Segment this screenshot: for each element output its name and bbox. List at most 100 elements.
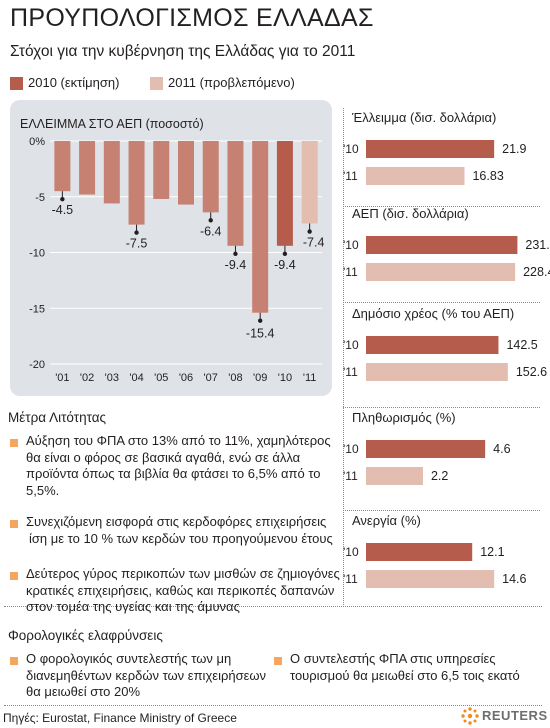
indicator-bar (366, 570, 495, 588)
x-tick-label: '01 (55, 372, 69, 384)
indicator-bar (366, 336, 499, 354)
bar (103, 141, 120, 204)
indicator-year-label: '10 (343, 442, 359, 456)
indicator-year-label: '11 (343, 469, 358, 483)
divider-vertical (343, 108, 344, 605)
austerity-heading: Μέτρα Λιτότητας (8, 410, 107, 425)
bar (153, 141, 170, 199)
value-dot (233, 251, 238, 257)
bar (301, 141, 318, 224)
deficit-chart-title: ΕΛΛΕΙΜΜΑ ΣΤΟ ΑΕΠ (ποσοστό) (20, 117, 204, 131)
indicator-value-label: 231.9 (525, 238, 550, 252)
austerity-item-3: Δεύτερος γύρος περικοπών των μισθών σε ζ… (26, 566, 340, 614)
bar (128, 141, 145, 225)
bar (54, 141, 71, 192)
indicator-year-label: '10 (343, 338, 359, 352)
tax-relief-bullet-2 (274, 657, 282, 665)
value-dot (134, 230, 139, 235)
divider-gdp (343, 302, 540, 303)
indicator-bar (366, 263, 516, 281)
x-tick-label: '08 (228, 372, 242, 384)
value-dot (60, 196, 65, 202)
tax-relief-bullet-1 (10, 657, 18, 665)
bar (227, 141, 244, 246)
legend-swatch-2011 (150, 77, 163, 90)
indicator-value-label: 14.6 (502, 572, 526, 586)
legend-swatch-2010 (10, 77, 23, 90)
y-tick-label: -15 (29, 303, 45, 315)
value-dot (208, 218, 213, 223)
indicator-bar (366, 467, 423, 485)
x-tick-label: '05 (154, 372, 168, 384)
austerity-item-2: Συνεχιζόμενη εισφορά στις κερδοφόρες επι… (26, 514, 333, 546)
indicator-bar (366, 167, 465, 185)
divider-deficit (343, 206, 540, 207)
tax-relief-item-2: Ο συντελεστής ΦΠΑ στις υπηρεσίες τουρισμ… (290, 651, 520, 683)
tax-relief-item-1: Ο φορολογικός συντελεστής των μη διανεμη… (26, 651, 267, 699)
value-dot (307, 229, 312, 234)
tax-relief-heading: Φορολογικές ελαφρύνσεις (8, 628, 163, 643)
x-tick-label: '10 (278, 372, 292, 384)
x-tick-label: '06 (179, 372, 193, 384)
austerity-item-1: Αύξηση του ΦΠΑ στο 13% από το 11%, χαμηλ… (26, 433, 331, 498)
x-tick-label: '11 (303, 372, 317, 384)
indicator-bar (366, 543, 473, 561)
deficit-chart: 0% -5 -10 -15 -20 '01 -4.5 '02 '03 '04 -7.5 '05 '06 '… (29, 136, 325, 384)
divider-bottom (4, 606, 542, 607)
indicator-value-label: 12.1 (480, 545, 504, 559)
indicator-charts: Έλλειμμα (δισ. δολλάρια) '10 21.9 '11 16.83 Α… (343, 110, 550, 588)
value-label: -7.4 (303, 236, 325, 250)
y-tick-label: 0% (29, 136, 45, 148)
indicator-year-label: '10 (343, 142, 359, 156)
indicator-year-label: '10 (343, 238, 359, 252)
reuters-logo-icon (461, 707, 479, 725)
indicator-bar (366, 140, 495, 158)
indicator-value-label: 16.83 (472, 169, 503, 183)
indicator-year-label: '10 (343, 545, 359, 559)
source-note: Πηγές: Eurostat, Finance Ministry of Gre… (3, 711, 237, 725)
value-label: -9.4 (274, 258, 296, 272)
indicator-value-label: 4.6 (493, 442, 510, 456)
bar (178, 141, 194, 205)
value-label: -4.5 (52, 203, 74, 217)
reuters-logo-text: REUTERS (482, 708, 548, 723)
indicator-value-label: 152.6 (516, 365, 547, 379)
indicator-title: Έλλειμμα (δισ. δολλάρια) (351, 110, 496, 125)
indicator-value-label: 142.5 (506, 338, 537, 352)
indicator-title: ΑΕΠ (δισ. δολλάρια) (352, 206, 469, 221)
indicator-year-label: '11 (343, 169, 358, 183)
value-dot (282, 251, 288, 257)
indicator-bar (366, 440, 486, 458)
x-tick-label: '07 (204, 372, 218, 384)
indicator-bar (366, 363, 508, 381)
indicator-value-label: 2.2 (431, 469, 448, 483)
divider-footer (4, 705, 542, 706)
divider-debt (343, 407, 540, 408)
y-tick-label: -5 (35, 192, 45, 204)
legend-label-2010: 2010 (εκτίμηση) (28, 75, 120, 90)
value-label: -9.4 (225, 258, 247, 272)
value-label: -15.4 (246, 327, 275, 341)
bar (79, 141, 96, 195)
bar (276, 141, 293, 246)
austerity-bullet-1 (10, 439, 18, 447)
indicator-year-label: '11 (343, 265, 358, 279)
indicator-title: Ανεργία (%) (352, 513, 421, 528)
y-tick-label: -20 (29, 359, 45, 371)
x-tick-label: '09 (253, 372, 267, 384)
page-subtitle: Στόχοι για την κυβέρνηση της Ελλάδας για… (10, 43, 356, 60)
austerity-bullet-2 (10, 520, 18, 528)
bar (202, 141, 219, 213)
y-tick-label: -10 (29, 248, 45, 260)
value-dot (257, 318, 263, 323)
x-tick-label: '02 (80, 372, 94, 384)
indicator-year-label: '11 (343, 572, 358, 586)
indicator-bar (366, 236, 518, 254)
value-label: -6.4 (200, 224, 222, 238)
indicator-title: Δημόσιο χρέος (% του ΑΕΠ) (352, 306, 514, 321)
indicator-year-label: '11 (343, 365, 358, 379)
x-tick-label: '03 (105, 372, 119, 384)
page-title: ΠΡΟΥΠΟΛΟΓΙΣΜΟΣ ΕΛΛΑΔΑΣ (10, 4, 374, 32)
bar (252, 141, 269, 313)
austerity-bullet-3 (10, 572, 18, 580)
